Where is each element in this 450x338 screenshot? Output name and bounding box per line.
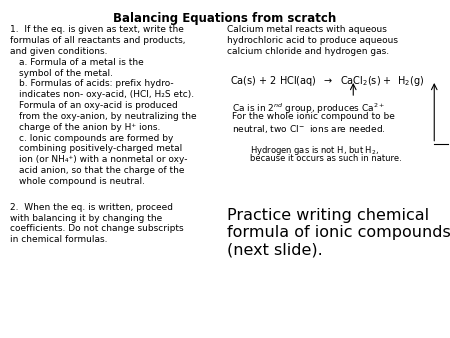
Text: neutral, two Cl$^{-}$  ions are needed.: neutral, two Cl$^{-}$ ions are needed.	[232, 123, 386, 135]
Text: calcium chloride and hydrogen gas.: calcium chloride and hydrogen gas.	[227, 47, 389, 56]
Text: because it occurs as such in nature.: because it occurs as such in nature.	[250, 154, 401, 164]
Text: charge of the anion by H⁺ ions.: charge of the anion by H⁺ ions.	[19, 123, 160, 132]
Text: formulas of all reactants and products,: formulas of all reactants and products,	[10, 36, 185, 45]
Text: in chemical formulas.: in chemical formulas.	[10, 235, 108, 244]
Text: 2.  When the eq. is written, proceed: 2. When the eq. is written, proceed	[10, 203, 173, 212]
Text: For the whole ionic compound to be: For the whole ionic compound to be	[232, 112, 395, 121]
Text: Formula of an oxy-acid is produced: Formula of an oxy-acid is produced	[19, 101, 178, 110]
Text: 1.  If the eq. is given as text, write the: 1. If the eq. is given as text, write th…	[10, 25, 184, 34]
Text: combining positively-charged metal: combining positively-charged metal	[19, 144, 182, 153]
Text: acid anion, so that the charge of the: acid anion, so that the charge of the	[19, 166, 184, 175]
Text: from the oxy-anion, by neutralizing the: from the oxy-anion, by neutralizing the	[19, 112, 197, 121]
Text: c. Ionic compounds are formed by: c. Ionic compounds are formed by	[19, 134, 173, 143]
Text: Ca is in 2$^{nd}$ group, produces Ca$^{2+}$: Ca is in 2$^{nd}$ group, produces Ca$^{2…	[232, 101, 385, 116]
Text: symbol of the metal.: symbol of the metal.	[19, 69, 113, 78]
Text: a. Formula of a metal is the: a. Formula of a metal is the	[19, 58, 144, 67]
Text: Calcium metal reacts with aqueous: Calcium metal reacts with aqueous	[227, 25, 387, 34]
Text: hydrochloric acid to produce aqueous: hydrochloric acid to produce aqueous	[227, 36, 398, 45]
Text: ion (or NH₄⁺) with a nonmetal or oxy-: ion (or NH₄⁺) with a nonmetal or oxy-	[19, 155, 187, 164]
Text: Ca(s) + 2 HCl(aq)  $\rightarrow$  CaCl$_2$(s) +  H$_2$(g): Ca(s) + 2 HCl(aq) $\rightarrow$ CaCl$_2$…	[230, 74, 424, 88]
Text: Practice writing chemical
formula of ionic compounds
(next slide).: Practice writing chemical formula of ion…	[227, 208, 450, 258]
Text: Hydrogen gas is not H, but H$_2$,: Hydrogen gas is not H, but H$_2$,	[250, 144, 379, 156]
Text: b. Formulas of acids: prefix hydro-: b. Formulas of acids: prefix hydro-	[19, 79, 174, 89]
Text: and given conditions.: and given conditions.	[10, 47, 108, 56]
Text: indicates non- oxy-acid, (HCl, H₂S etc).: indicates non- oxy-acid, (HCl, H₂S etc).	[19, 90, 194, 99]
Text: coefficients. Do not change subscripts: coefficients. Do not change subscripts	[10, 224, 184, 234]
Text: whole compound is neutral.: whole compound is neutral.	[19, 177, 145, 186]
Text: Balancing Equations from scratch: Balancing Equations from scratch	[113, 12, 337, 25]
Text: with balancing it by changing the: with balancing it by changing the	[10, 214, 162, 223]
